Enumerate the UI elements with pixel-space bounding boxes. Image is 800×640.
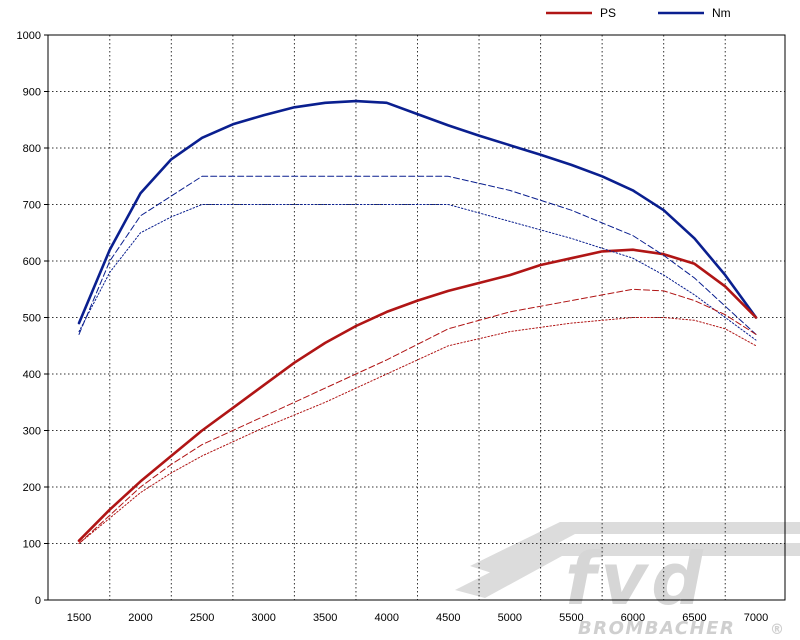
watermark-brand: fvd	[565, 537, 707, 621]
x-tick-label-1: 2000	[128, 612, 152, 624]
fvd-logo-icon: fvd	[455, 522, 800, 621]
x-tick-label-2: 2500	[190, 612, 214, 624]
y-tick-label-10: 1000	[17, 30, 41, 42]
y-tick-label-1: 100	[23, 539, 41, 551]
y-tick-label-2: 200	[23, 482, 41, 494]
series-group	[77, 99, 758, 544]
x-tick-label-3: 3000	[251, 612, 275, 624]
series-ps-line	[77, 248, 758, 543]
legend-label-nm: Nm	[712, 6, 731, 20]
y-tick-label-3: 300	[23, 426, 41, 438]
y-tick-label-7: 700	[23, 200, 41, 212]
x-tick-label-7: 5000	[498, 612, 522, 624]
series-2-dashed-line	[78, 175, 757, 335]
y-tick-label-8: 800	[23, 143, 41, 155]
series-4-dashed-line	[78, 288, 757, 544]
x-tick-label-10: 6500	[682, 612, 706, 624]
legend-label-ps: PS	[600, 6, 616, 20]
y-tick-label-6: 600	[23, 256, 41, 268]
y-tick-label-4: 400	[23, 369, 41, 381]
fvd-brombacher-watermark: fvd BROMBACHER ®	[455, 522, 800, 639]
x-tick-label-4: 3500	[313, 612, 337, 624]
x-tick-label-9: 6000	[621, 612, 645, 624]
axes	[44, 34, 786, 601]
watermark-name: BROMBACHER	[578, 618, 735, 639]
x-tick-label-8: 5500	[559, 612, 583, 624]
grid	[48, 34, 785, 600]
tick-labels: 0 100 200 300 400 500 600 700 800 900 1000 1500 2000…	[17, 30, 769, 624]
x-tick-label-5: 4000	[374, 612, 398, 624]
series-nm-line	[77, 99, 758, 325]
x-tick-label-11: 7000	[744, 612, 768, 624]
x-tick-label-0: 1500	[67, 612, 91, 624]
x-tick-label-6: 4500	[436, 612, 460, 624]
y-tick-label-0: 0	[35, 595, 41, 607]
series-3-dotted-line	[78, 204, 757, 341]
series-5-dotted-line	[78, 317, 757, 544]
y-tick-label-5: 500	[23, 313, 41, 325]
y-tick-label-9: 900	[23, 87, 41, 99]
legend: PS Nm	[546, 6, 731, 20]
watermark-registered-mark: ®	[770, 622, 784, 638]
